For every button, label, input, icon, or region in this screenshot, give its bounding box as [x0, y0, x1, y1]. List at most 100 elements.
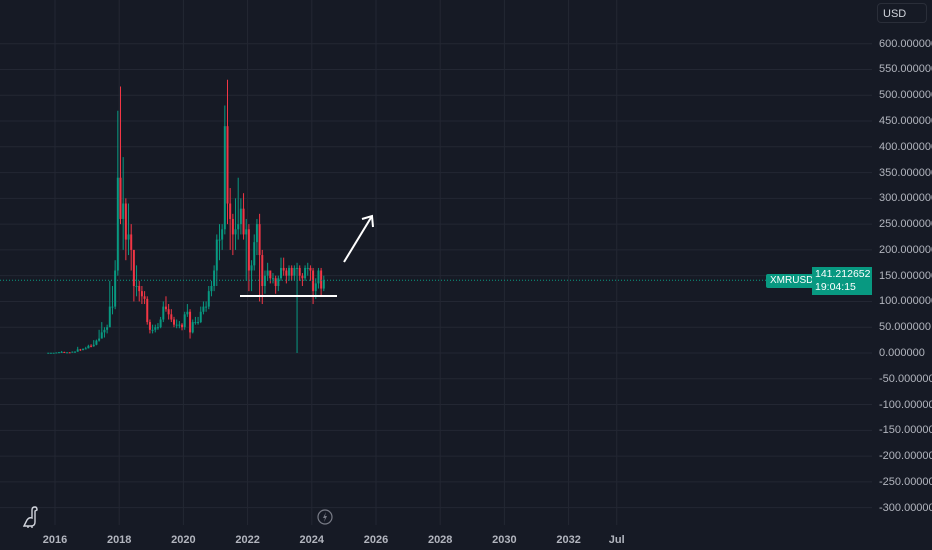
candle-body: [298, 267, 301, 276]
candle-body: [296, 267, 299, 269]
candle-body: [57, 352, 60, 354]
candle-body: [76, 349, 79, 352]
candle-body: [253, 242, 256, 266]
candle-body: [156, 327, 159, 329]
candle-body: [271, 278, 274, 280]
price-tick-label: 150.000000: [879, 269, 932, 282]
candle-body: [164, 306, 167, 310]
last-price-value: 141.212652: [815, 268, 871, 280]
candle-body: [146, 298, 149, 323]
candle-body: [202, 306, 205, 312]
candle-body: [255, 224, 258, 243]
candle-body: [282, 267, 285, 271]
candle-body: [191, 322, 194, 333]
arrow-drawing[interactable]: [343, 214, 374, 263]
time-tick-label: 2028: [427, 534, 453, 546]
candle-body: [189, 311, 192, 333]
candle-body: [66, 352, 68, 354]
candle-body: [170, 314, 173, 320]
time-tick-label: 2032: [556, 534, 581, 546]
candle-body: [116, 177, 119, 271]
candle-body: [237, 224, 240, 230]
bar-countdown: 19:04:15: [815, 281, 856, 293]
candle-body: [68, 352, 71, 354]
symbol-label: XMRUSD: [766, 274, 818, 288]
candle-body: [314, 283, 317, 292]
candle-body: [173, 319, 175, 325]
time-tick-label: 2022: [235, 534, 260, 546]
candle-body: [186, 311, 189, 315]
candle-body: [108, 306, 111, 328]
candle-body: [280, 267, 282, 279]
candle-body: [92, 344, 95, 347]
price-tick-label: 550.000000: [879, 63, 932, 76]
price-tick-label: 500.000000: [879, 89, 932, 102]
candle-body: [119, 177, 122, 219]
candle-body: [49, 352, 52, 354]
price-tick-label: 200.000000: [879, 243, 932, 256]
candle-body: [151, 329, 154, 331]
candle-body: [127, 234, 130, 240]
price-tick-label: -200.000000: [879, 450, 932, 463]
candle-body: [197, 322, 200, 324]
price-tick-label: 350.000000: [879, 166, 932, 179]
candle-body: [90, 345, 93, 347]
price-tick-label: -100.000000: [879, 398, 932, 411]
candle-body: [60, 351, 63, 353]
candle-body: [277, 278, 280, 286]
price-tick-label: 100.000000: [879, 295, 932, 308]
candle-body: [210, 285, 213, 292]
time-tick-label: 2024: [299, 534, 325, 546]
price-tick-label: 300.000000: [879, 192, 932, 205]
time-tick-label: 2026: [363, 534, 389, 546]
candle-body: [301, 275, 304, 279]
candle-body: [52, 352, 55, 354]
price-tick-label: 0.000000: [879, 347, 925, 359]
last-price-label: 141.212652 19:04:15: [812, 267, 872, 295]
time-tick-label: 2030: [492, 534, 517, 546]
candle-body: [226, 126, 229, 204]
candle-body: [162, 306, 165, 320]
time-tick-label: 2016: [42, 534, 68, 546]
candle-body: [312, 270, 315, 292]
price-tick-label: 50.000000: [879, 321, 931, 334]
candle-body: [239, 208, 242, 225]
candle-body: [82, 348, 85, 350]
candles: [47, 79, 325, 354]
candle-body: [148, 322, 151, 330]
candle-body: [205, 306, 208, 308]
candle-body: [261, 255, 264, 286]
candle-body: [304, 267, 307, 279]
candle-body: [258, 224, 261, 256]
candle-body: [100, 332, 103, 339]
candle-body: [132, 249, 135, 286]
candle-body: [242, 208, 245, 235]
lightning-icon[interactable]: [317, 509, 333, 525]
candle-body: [229, 203, 232, 219]
candle-body: [74, 351, 77, 353]
currency-button[interactable]: USD: [877, 3, 927, 23]
candle-body: [247, 229, 250, 271]
candle-body: [178, 324, 181, 326]
candle-body: [288, 267, 291, 276]
price-tick-label: 600.000000: [879, 37, 932, 50]
candle-body: [181, 324, 184, 328]
candle-body: [111, 306, 114, 308]
tradingview-dino-icon[interactable]: [20, 505, 42, 529]
candle-body: [309, 267, 312, 271]
candle-body: [79, 349, 82, 351]
candle-body: [122, 203, 125, 219]
candle-body: [199, 311, 202, 323]
price-tick-label: -250.000000: [879, 475, 932, 488]
candle-body: [274, 278, 277, 286]
candle-body: [114, 270, 117, 307]
price-tick-label: 450.000000: [879, 115, 932, 128]
candle-body: [207, 291, 210, 307]
candle-body: [143, 296, 146, 299]
candle-body: [95, 340, 98, 345]
candle-body: [71, 351, 74, 353]
candle-body: [124, 203, 127, 240]
time-tick-label: 2018: [106, 534, 132, 546]
